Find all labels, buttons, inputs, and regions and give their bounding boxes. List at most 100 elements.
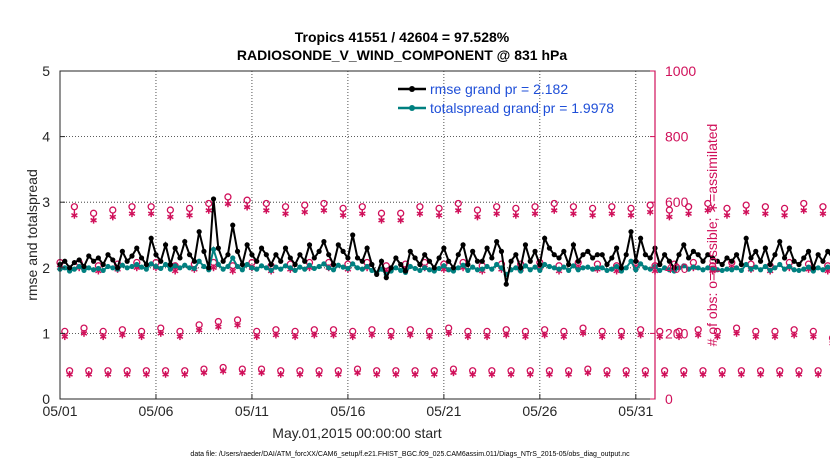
spread-point: [234, 263, 241, 270]
obs-assimilated-point: [795, 371, 803, 378]
rmse-point: [781, 255, 788, 261]
spread-point: [138, 264, 145, 270]
rmse-point: [450, 265, 457, 271]
spread-point: [642, 265, 649, 271]
x-tick-label: 05/06: [138, 403, 173, 419]
rmse-point: [282, 245, 289, 251]
rmse-point: [86, 253, 92, 259]
obs-assimilated-point: [546, 371, 553, 378]
rmse-point: [743, 235, 749, 241]
spread-point: [628, 258, 634, 264]
obs-assimilated-point: [781, 211, 788, 219]
spread-point: [796, 267, 802, 274]
obs-assimilated-point: [603, 371, 611, 378]
spread-point: [153, 263, 159, 270]
chart-subtitle: RADIOSONDE_V_WIND_COMPONENT @ 831 hPa: [237, 47, 567, 63]
obs-assimilated-point: [661, 371, 668, 378]
spread-point: [676, 265, 682, 271]
obs-assimilated-point: [215, 323, 222, 331]
obs-assimilated-point: [445, 330, 453, 337]
rmse-point: [422, 252, 428, 258]
spread-point: [479, 266, 485, 272]
spread-point: [254, 266, 260, 272]
x-tick-label: 05/16: [330, 403, 365, 419]
obs-assimilated-point: [157, 330, 165, 337]
spread-point: [186, 265, 193, 271]
spread-point: [268, 267, 274, 274]
rmse-point: [388, 265, 394, 271]
obs-assimilated-point: [143, 371, 150, 378]
spread-point: [148, 261, 154, 267]
rmse-point: [354, 255, 361, 261]
legend-spread-label: totalspread grand pr = 1.9978: [430, 100, 614, 116]
spread-point: [661, 265, 668, 271]
spread-point: [724, 266, 730, 272]
spread-point: [306, 262, 313, 268]
rmse-point: [287, 255, 293, 261]
spread-point: [556, 266, 562, 272]
spread-point: [748, 266, 754, 272]
obs-assimilated-point: [464, 333, 472, 341]
x-tick-label: 05/31: [618, 403, 653, 419]
rmse-point: [733, 252, 740, 258]
spread-point: [815, 265, 821, 271]
obs-assimilated-point: [80, 330, 88, 337]
obs-assimilated-point: [800, 207, 808, 214]
rmse-point: [633, 258, 639, 264]
spread-point: [733, 265, 740, 271]
obs-assimilated-point: [694, 331, 702, 339]
obs-assimilated-point: [723, 211, 731, 219]
spread-point: [801, 266, 807, 272]
spread-point: [90, 267, 97, 273]
spread-point: [777, 261, 783, 268]
spread-point: [757, 267, 764, 273]
spread-point: [719, 267, 725, 274]
y-tick-label: 4: [42, 129, 50, 145]
spread-point: [258, 263, 265, 269]
rmse-point: [748, 255, 754, 261]
spread-point: [76, 263, 82, 270]
spread-point: [407, 263, 413, 270]
rmse-point: [671, 265, 677, 271]
rmse-point: [316, 248, 322, 254]
rmse-point: [820, 258, 826, 264]
spread-point: [326, 265, 332, 271]
rmse-point: [508, 258, 514, 264]
obs-assimilated-point: [656, 333, 664, 341]
obs-assimilated-point: [358, 210, 366, 218]
rmse-point: [182, 238, 188, 245]
obs-assimilated-point: [450, 369, 457, 377]
spread-point: [614, 263, 620, 270]
rmse-point: [268, 261, 274, 268]
legend-rmse-label: rmse grand pr = 2.182: [430, 81, 568, 97]
spread-point: [542, 261, 548, 268]
rmse-point: [306, 242, 313, 248]
obs-assimilated-point: [85, 371, 93, 378]
spread-point: [762, 263, 768, 270]
spread-point: [81, 267, 87, 274]
spread-point: [685, 266, 692, 272]
rmse-point: [585, 248, 591, 254]
y-tick-label: 0: [42, 391, 50, 407]
rmse-point: [369, 261, 375, 268]
rmse-point: [503, 281, 509, 287]
rmse-point: [705, 252, 711, 258]
rmse-point: [210, 196, 217, 202]
obs-assimilated-point: [186, 211, 193, 219]
spread-point: [657, 267, 663, 274]
obs-assimilated-point: [550, 207, 558, 214]
spread-point: [709, 266, 716, 272]
spread-point: [494, 261, 500, 268]
spread-point: [321, 261, 327, 267]
rmse-point: [417, 261, 423, 268]
spread-point: [604, 267, 610, 274]
rmse-point: [378, 258, 385, 264]
rmse-point: [590, 255, 596, 261]
obs-assimilated-point: [258, 369, 265, 377]
spread-point: [350, 261, 356, 267]
spread-point: [532, 264, 538, 270]
rmse-point: [455, 252, 461, 258]
rmse-point: [321, 238, 327, 245]
spread-point: [71, 266, 77, 272]
obs-assimilated-point: [675, 333, 683, 341]
